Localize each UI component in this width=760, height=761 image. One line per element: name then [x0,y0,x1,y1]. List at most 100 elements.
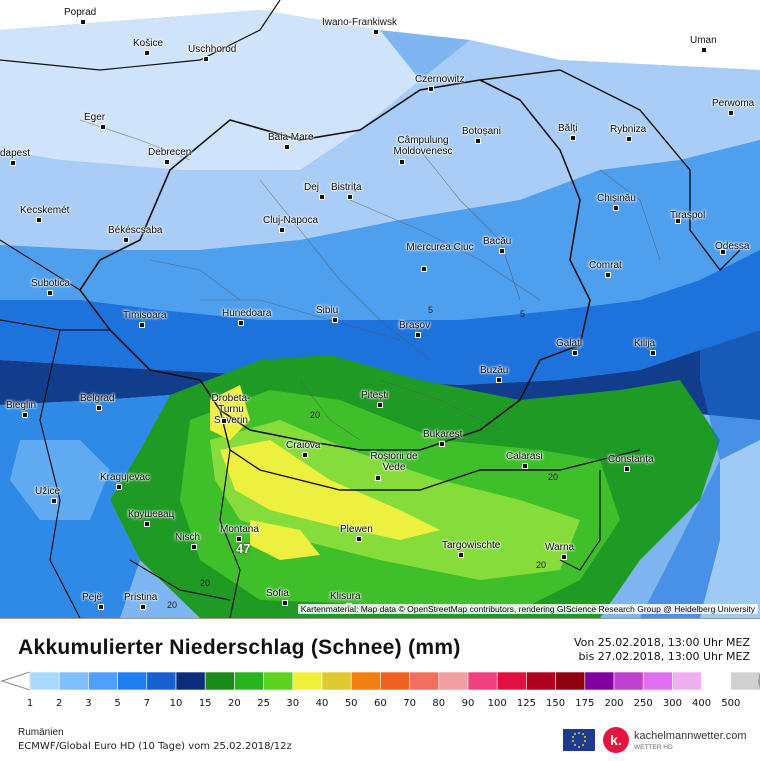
city-label: Timișoara [123,310,167,321]
scale-swatch [584,671,615,691]
city-label: Buzău [480,365,509,376]
city-marker [496,377,502,383]
period-from: Von 25.02.2018, 13:00 Uhr MEZ [573,636,750,649]
kachelmann-logo-icon[interactable]: k. [603,727,629,753]
brand-subtitle: WETTER HD [634,744,673,751]
scale-tick-label: 100 [487,698,507,709]
city-label: Iwano-Frankiwsk [322,17,398,28]
city-label: Roșiorii de Vede [370,451,418,473]
scale-swatch [409,671,440,691]
city-marker [347,194,353,200]
city-label: Bălți [558,123,578,134]
city-label: Constanța [608,454,654,465]
city-marker [701,47,707,53]
scale-tick-label: 300 [662,698,682,709]
city-label: Békéscsaba [108,225,163,236]
city-marker [282,600,288,606]
city-marker [51,498,57,504]
contour-label: 20 [167,600,178,610]
scale-swatch [321,671,352,691]
scale-swatch [117,671,148,691]
city-marker [428,86,434,92]
city-label: Kilija [634,338,656,349]
city-label: Warna [545,542,575,553]
city-label: Montana [220,524,259,535]
city-label: Calarasi [506,451,543,462]
city-label: Bukarest [423,429,463,440]
city-marker [10,160,16,166]
city-label: Comrat [589,260,622,271]
precipitation-map[interactable]: Poprad Iwano-Frankiwsk Košice Uschhorod Uman… [0,0,760,618]
city-marker [139,322,145,328]
city-label: Uman [690,35,717,46]
scale-tick-label: 250 [633,698,653,709]
city-marker [605,272,611,278]
scale-tick-label: 5 [114,698,121,709]
city-marker [203,56,209,62]
color-scale-bar [0,671,760,691]
city-marker [522,463,528,469]
city-label: Debrecen [148,147,192,158]
city-marker [22,412,28,418]
city-marker [96,405,102,411]
city-label: Eger [84,112,106,123]
city-label: Drobeta-Turnu Severin [211,393,251,426]
city-label: Hunedoara [222,308,272,319]
map-credit: Kartenmaterial: Map data © OpenStreetMap… [297,604,758,614]
city-label: Sibiu [316,305,339,316]
scale-swatch [146,671,177,691]
city-marker [439,441,445,447]
peak-value-label: 47 [236,541,251,556]
scale-tick-label: 25 [257,698,270,709]
city-marker [475,138,481,144]
scale-swatch [263,671,294,691]
scale-swatch [701,671,732,691]
scale-swatch [175,671,206,691]
city-marker [415,332,421,338]
scale-tick-label: 3 [85,698,92,709]
scale-swatch [88,671,118,691]
city-label: Bieglin [6,400,37,411]
scale-swatch [204,671,235,691]
city-marker [675,218,681,224]
brand-name[interactable]: kachelmannwetter.com [634,730,747,742]
scale-swatch [526,671,556,691]
city-marker [570,135,576,141]
city-label: Uschhorod [188,44,237,55]
map-canvas [0,0,760,618]
city-marker [728,110,734,116]
city-label: Perwoma [712,98,755,109]
city-label: Poprad [64,7,97,18]
city-label: Rybniza [610,124,647,135]
city-marker [650,350,656,356]
scale-swatch [467,671,498,691]
city-label: Bacău [483,236,512,247]
city-label: Belgrad [80,393,115,404]
contour-label: 20 [536,560,547,570]
scale-tick-label: 125 [516,698,536,709]
scale-tick-label: 30 [286,698,300,709]
city-label: Tiraspol [670,210,706,221]
scale-tick-label: 175 [575,698,595,709]
city-label: Bistrița [331,182,362,193]
city-label: Sofia [266,588,289,599]
scale-tick-label: 15 [198,698,212,709]
city-label: Craiova [286,440,321,451]
scale-tick-label: 200 [604,698,624,709]
city-label: Miercurea Ciuc [406,242,474,253]
eu-flag-icon [563,729,595,751]
city-marker [421,266,427,272]
city-marker [100,124,106,130]
city-marker [123,237,129,243]
city-marker [561,554,567,560]
city-marker [613,205,619,211]
contour-label: 20 [548,472,559,482]
contour-label: 5 [428,305,434,315]
city-marker [319,194,325,200]
city-label: Botoșani [462,126,501,137]
city-label: Czernowitz [415,74,465,85]
city-marker [221,418,227,424]
city-label: Câmpulung Moldovenesc [393,135,453,157]
scale-tick-label: 2 [56,698,63,709]
city-marker [238,320,244,326]
